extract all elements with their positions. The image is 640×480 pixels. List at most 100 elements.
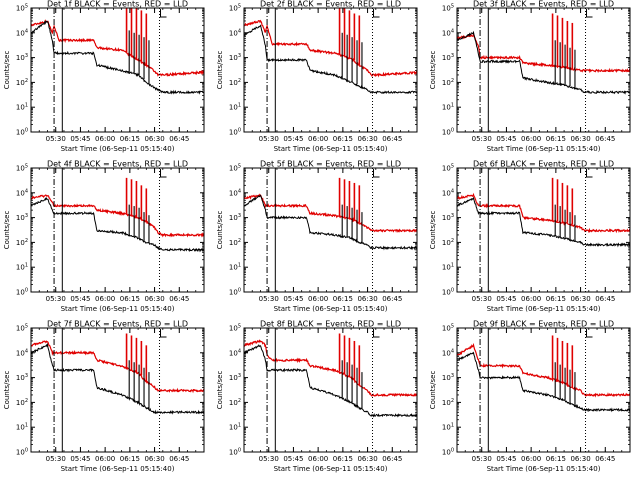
x-axis-label: Start Time (06-Sep-11 05:15:40) [487,465,601,473]
chart-title: Det 4f BLACK = Events, RED = LLD [47,160,188,169]
lld-series [457,32,630,74]
y-tick-label: 100 [16,128,28,137]
y-tick-label: 103 [16,53,28,62]
y-tick-label: 102 [229,398,241,407]
plot-frame [456,167,631,293]
plot-frame [30,327,205,453]
bracket-mark [586,9,593,18]
y-tick-label: 103 [16,373,28,382]
x-tick-label: 05:30 [472,455,492,463]
y-tick-label: 104 [229,348,241,357]
events-series [244,194,417,251]
chart-title: Det 2f BLACK = Events, RED = LLD [260,0,401,9]
y-tick-label: 103 [229,213,241,222]
x-axis-label: Start Time (06-Sep-11 05:15:40) [274,305,388,313]
bracket-mark [160,9,167,18]
y-tick-label: 102 [442,238,454,247]
x-tick-label: 06:15 [546,135,566,143]
y-tick-label: 101 [16,103,28,112]
chart-title: Det 3f BLACK = Events, RED = LLD [473,0,614,9]
y-tick-label: 102 [442,78,454,87]
x-tick-label: 06:30 [570,295,590,303]
x-tick-label: 06:15 [546,455,566,463]
x-axis-label: Start Time (06-Sep-11 05:15:40) [61,305,175,313]
y-tick-label: 105 [442,324,454,333]
y-tick-label: 100 [229,288,241,297]
plot-frame [30,167,205,293]
x-tick-label: 05:45 [283,295,303,303]
y-tick-label: 103 [442,373,454,382]
x-tick-label: 06:15 [120,135,140,143]
x-tick-label: 06:30 [144,295,164,303]
x-tick-label: 05:45 [70,455,90,463]
y-tick-label: 104 [16,28,28,37]
y-axis-label: Counts/sec [3,51,11,90]
y-axis-label: Counts/sec [429,371,437,410]
x-tick-label: 06:15 [120,455,140,463]
x-tick-label: 05:30 [259,135,279,143]
y-axis-label: Counts/sec [429,51,437,90]
events-series [31,342,204,415]
chart-panel-1f: Det 1f BLACK = Events, RED = LLD Counts/s… [3,0,205,153]
x-tick-label: 06:45 [382,295,402,303]
x-tick-label: 06:30 [144,455,164,463]
bracket-mark [373,329,380,338]
x-tick-label: 05:45 [283,135,303,143]
x-axis-label: Start Time (06-Sep-11 05:15:40) [487,305,601,313]
y-tick-label: 100 [16,288,28,297]
y-tick-label: 105 [229,324,241,333]
y-axis-label: Counts/sec [216,211,224,250]
x-tick-label: 06:00 [308,135,328,143]
bracket-mark [586,169,593,178]
x-tick-label: 06:45 [169,135,189,143]
lld-series [31,19,204,77]
x-tick-label: 06:30 [357,455,377,463]
x-tick-label: 06:45 [169,455,189,463]
y-tick-label: 105 [16,4,28,13]
bracket-mark [160,169,167,178]
y-tick-label: 103 [229,373,241,382]
bracket-mark [373,169,380,178]
x-tick-label: 06:45 [169,295,189,303]
chart-panel-8f: Det 8f BLACK = Events, RED = LLD Counts/s… [216,320,418,473]
lld-series [457,342,630,398]
x-tick-label: 05:30 [259,295,279,303]
chart-title: Det 1f BLACK = Events, RED = LLD [47,0,188,9]
y-tick-label: 102 [16,398,28,407]
y-tick-label: 100 [442,288,454,297]
y-tick-label: 100 [16,448,28,457]
y-tick-label: 101 [16,423,28,432]
x-axis-label: Start Time (06-Sep-11 05:15:40) [274,145,388,153]
x-tick-label: 06:00 [521,295,541,303]
x-tick-label: 05:30 [472,295,492,303]
events-series [244,344,417,418]
x-tick-label: 05:45 [70,135,90,143]
lld-series [31,340,204,394]
lld-series [31,194,204,238]
x-tick-label: 06:15 [333,295,353,303]
x-tick-label: 06:30 [357,135,377,143]
y-tick-label: 103 [16,213,28,222]
plot-frame [30,7,205,133]
y-tick-label: 100 [229,128,241,137]
y-tick-label: 101 [442,263,454,272]
events-series [457,30,630,95]
y-tick-label: 102 [229,238,241,247]
x-tick-label: 06:15 [333,135,353,143]
x-tick-label: 06:30 [144,135,164,143]
events-series [31,20,204,95]
x-tick-label: 05:45 [496,455,516,463]
chart-title: Det 9f BLACK = Events, RED = LLD [473,320,614,329]
x-tick-label: 05:30 [259,455,279,463]
y-tick-label: 105 [442,164,454,173]
x-tick-label: 06:00 [95,135,115,143]
y-tick-label: 105 [16,164,28,173]
chart-panel-3f: Det 3f BLACK = Events, RED = LLD Counts/s… [429,0,631,153]
y-tick-label: 101 [442,103,454,112]
y-tick-label: 102 [16,238,28,247]
y-tick-label: 105 [229,164,241,173]
lld-series [244,193,417,233]
x-tick-label: 05:30 [46,135,66,143]
plot-frame [243,167,418,293]
